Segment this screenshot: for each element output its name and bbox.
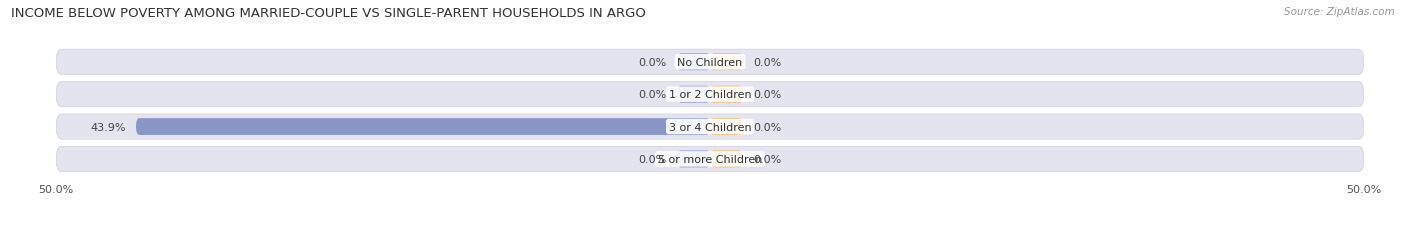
Text: 0.0%: 0.0% — [754, 58, 782, 67]
Text: 3 or 4 Children: 3 or 4 Children — [669, 122, 751, 132]
FancyBboxPatch shape — [136, 119, 710, 135]
Text: 0.0%: 0.0% — [638, 90, 666, 100]
Text: 1 or 2 Children: 1 or 2 Children — [669, 90, 751, 100]
FancyBboxPatch shape — [710, 151, 742, 168]
Text: 0.0%: 0.0% — [754, 154, 782, 164]
Text: 5 or more Children: 5 or more Children — [658, 154, 762, 164]
FancyBboxPatch shape — [56, 82, 1364, 107]
Text: 0.0%: 0.0% — [638, 154, 666, 164]
FancyBboxPatch shape — [56, 50, 1364, 75]
FancyBboxPatch shape — [56, 147, 1364, 172]
Text: No Children: No Children — [678, 58, 742, 67]
Text: 0.0%: 0.0% — [638, 58, 666, 67]
FancyBboxPatch shape — [710, 119, 742, 135]
FancyBboxPatch shape — [678, 86, 710, 103]
Text: 0.0%: 0.0% — [754, 122, 782, 132]
Text: 43.9%: 43.9% — [90, 122, 125, 132]
FancyBboxPatch shape — [56, 114, 1364, 140]
Text: Source: ZipAtlas.com: Source: ZipAtlas.com — [1284, 7, 1395, 17]
Text: 0.0%: 0.0% — [754, 90, 782, 100]
FancyBboxPatch shape — [678, 151, 710, 168]
FancyBboxPatch shape — [710, 86, 742, 103]
FancyBboxPatch shape — [710, 54, 742, 71]
Text: INCOME BELOW POVERTY AMONG MARRIED-COUPLE VS SINGLE-PARENT HOUSEHOLDS IN ARGO: INCOME BELOW POVERTY AMONG MARRIED-COUPL… — [11, 7, 647, 20]
FancyBboxPatch shape — [678, 54, 710, 71]
